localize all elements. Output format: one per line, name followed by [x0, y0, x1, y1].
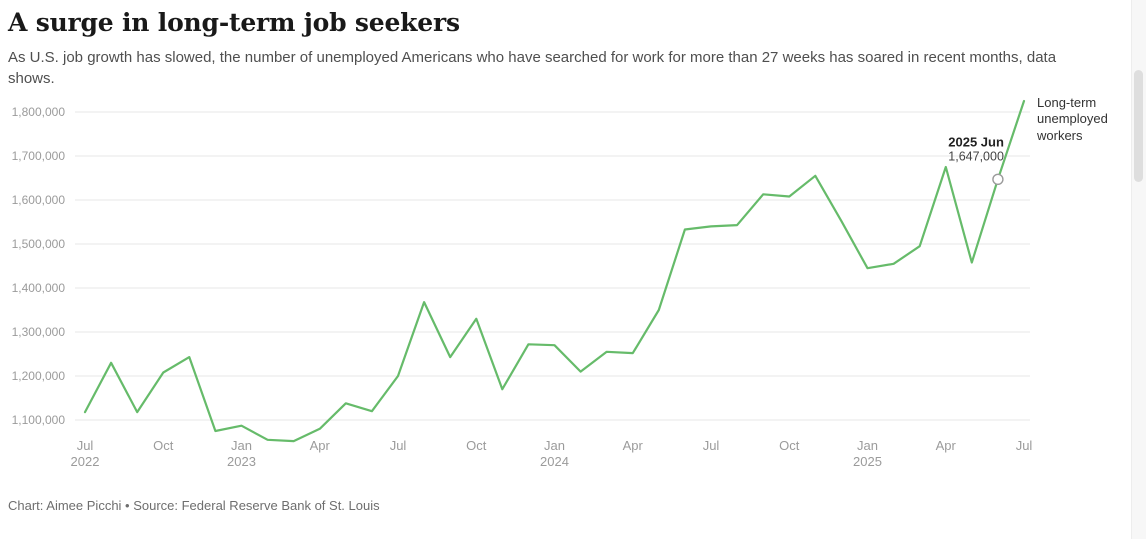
annotation-value: 1,647,000 — [948, 149, 1004, 163]
line-chart: 1,100,000 1,200,000 1,300,000 1,400,000 1,50… — [12, 99, 1033, 469]
y-axis-label: 1,500,000 — [12, 237, 66, 251]
x-axis-label: Apr — [936, 438, 957, 453]
annotation-label: 2025 Jun — [948, 134, 1004, 149]
scrollbar-thumb[interactable] — [1134, 70, 1143, 182]
x-axis-year-label: 2022 — [71, 454, 100, 469]
chart-subtitle: As U.S. job growth has slowed, the numbe… — [8, 49, 1057, 87]
y-axis-label: 1,100,000 — [12, 413, 66, 427]
x-axis-label: Apr — [623, 438, 644, 453]
page-title: A surge in long-term job seekers — [8, 8, 460, 37]
x-axis-label: Jan — [857, 438, 878, 453]
x-axis-label: Jan — [231, 438, 252, 453]
x-axis-label: Jul — [77, 438, 94, 453]
x-axis-year-label: 2023 — [227, 454, 256, 469]
x-axis-label: Apr — [310, 438, 331, 453]
x-axis-year-label: 2024 — [540, 454, 569, 469]
x-axis-label: Oct — [466, 438, 487, 453]
x-axis-label: Jul — [390, 438, 407, 453]
y-axis-label: 1,200,000 — [12, 369, 66, 383]
scrollbar[interactable] — [1131, 0, 1146, 539]
x-axis-label: Jul — [1016, 438, 1033, 453]
x-axis-year-label: 2025 — [853, 454, 882, 469]
series-label: Long-term unemployed workers — [1037, 95, 1108, 143]
y-axis-label: 1,300,000 — [12, 325, 66, 339]
x-axis-label: Jan — [544, 438, 565, 453]
y-axis-label: 1,600,000 — [12, 193, 66, 207]
annotation-marker — [992, 173, 1004, 186]
y-axis-label: 1,700,000 — [12, 149, 66, 163]
x-axis-label: Oct — [153, 438, 174, 453]
series-line — [83, 99, 1026, 443]
footer-credit: Chart: Aimee Picchi • Source: Federal Re… — [8, 498, 380, 513]
x-axis-label: Jul — [703, 438, 720, 453]
chart-header: A surge in long-term job seekers As U.S.… — [0, 0, 1146, 89]
y-axis-label: 1,800,000 — [12, 105, 66, 119]
x-axis-label: Oct — [779, 438, 800, 453]
y-axis-label: 1,400,000 — [12, 281, 66, 295]
